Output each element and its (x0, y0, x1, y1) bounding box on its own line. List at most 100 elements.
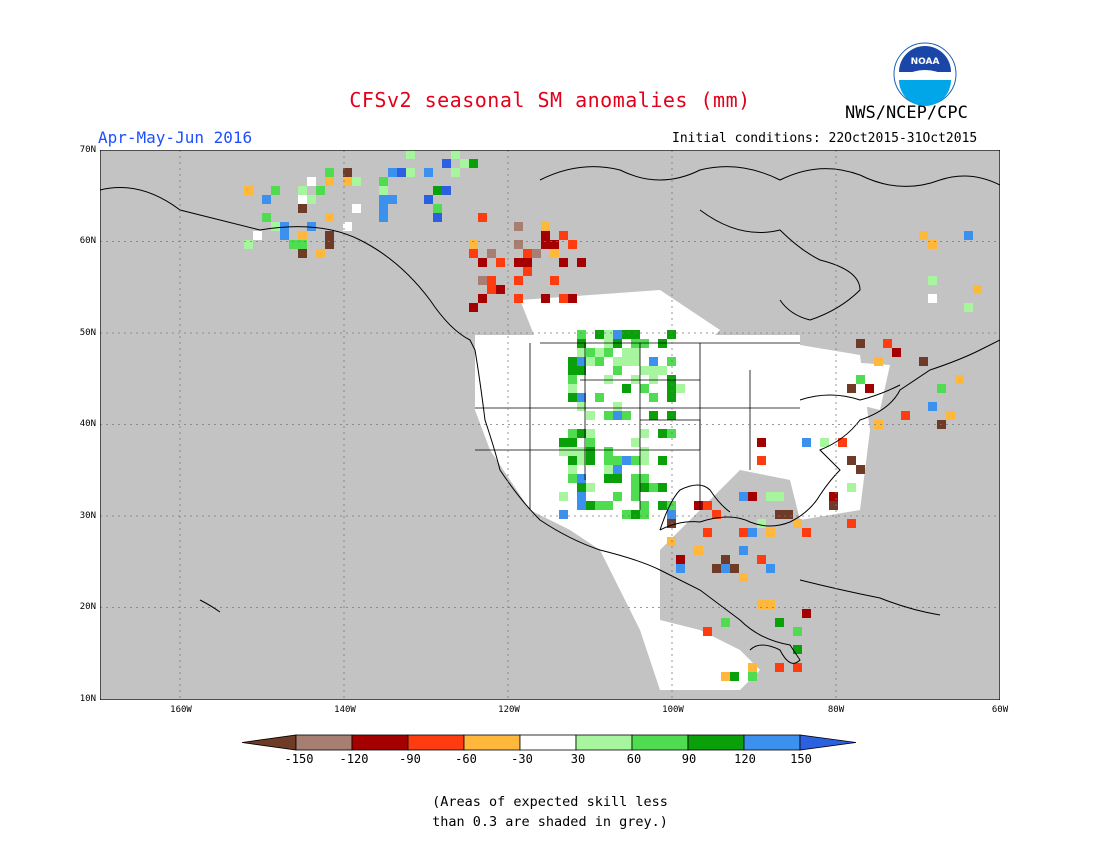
colorbar-segment (687, 734, 745, 751)
anomaly-cell (667, 411, 676, 420)
anomaly-cell (667, 510, 676, 519)
anomaly-cell (325, 231, 334, 240)
anomaly-cell (586, 447, 595, 456)
anomaly-cell (604, 348, 613, 357)
anomaly-cell (478, 213, 487, 222)
anomaly-cell (451, 168, 460, 177)
anomaly-cell (325, 177, 334, 186)
anomaly-cell (703, 627, 712, 636)
anomaly-cell (775, 510, 784, 519)
anomaly-cell (622, 348, 631, 357)
anomaly-cell (469, 303, 478, 312)
anomaly-cell (577, 501, 586, 510)
anomaly-cell (847, 483, 856, 492)
anomaly-cell (721, 618, 730, 627)
anomaly-cell (658, 483, 667, 492)
anomaly-cell (613, 411, 622, 420)
anomaly-cell (586, 438, 595, 447)
anomaly-cell (838, 438, 847, 447)
anomaly-cell (802, 609, 811, 618)
anomaly-cell (919, 357, 928, 366)
anomaly-cell (928, 240, 937, 249)
anomaly-cell (298, 195, 307, 204)
anomaly-cell (496, 285, 505, 294)
anomaly-cell (280, 222, 289, 231)
colorbar-label-m120: -120 (339, 752, 369, 766)
anomaly-cell (793, 627, 802, 636)
anomaly-cell (667, 429, 676, 438)
color-legend (241, 734, 857, 751)
anomaly-cell (379, 195, 388, 204)
anomaly-cell (469, 240, 478, 249)
anomaly-cell (802, 438, 811, 447)
anomaly-cell (829, 492, 838, 501)
anomaly-cell (766, 528, 775, 537)
colorbar-segment (575, 734, 633, 751)
anomaly-cell (298, 249, 307, 258)
anomaly-cell (613, 474, 622, 483)
anomaly-cell (604, 447, 613, 456)
anomaly-cell (343, 222, 352, 231)
anomaly-cell (676, 564, 685, 573)
anomaly-cell (622, 510, 631, 519)
skill-note-line2: than 0.3 are shaded in grey.) (432, 814, 668, 830)
anomaly-cell (550, 276, 559, 285)
skill-note-line1: (Areas of expected skill less (432, 794, 668, 810)
anomaly-cell (514, 258, 523, 267)
anomaly-cell (289, 240, 298, 249)
anomaly-cell (973, 285, 982, 294)
anomaly-cell (928, 402, 937, 411)
anomaly-cell (262, 213, 271, 222)
anomaly-cell (622, 384, 631, 393)
lat-label-30n: 30N (79, 511, 96, 521)
anomaly-cell (622, 411, 631, 420)
anomaly-cell (604, 339, 613, 348)
anomaly-cell (649, 411, 658, 420)
anomaly-cell (406, 168, 415, 177)
anomaly-cell (874, 420, 883, 429)
anomaly-cell (397, 168, 406, 177)
anomaly-cell (352, 177, 361, 186)
anomaly-cell (631, 375, 640, 384)
anomaly-cell (460, 159, 469, 168)
anomaly-map (100, 150, 1000, 700)
anomaly-cell (550, 249, 559, 258)
anomaly-cell (442, 186, 451, 195)
noaa-logo-icon: NOAA (893, 42, 957, 106)
anomaly-cell (262, 195, 271, 204)
anomaly-cell (604, 465, 613, 474)
anomaly-cell (307, 222, 316, 231)
anomaly-cell (730, 672, 739, 681)
colorbar-segment (407, 734, 465, 751)
anomaly-cell (658, 429, 667, 438)
anomaly-cell (631, 330, 640, 339)
anomaly-cell (748, 663, 757, 672)
anomaly-cell (343, 177, 352, 186)
anomaly-cell (739, 528, 748, 537)
anomaly-cell (901, 411, 910, 420)
anomaly-cell (613, 402, 622, 411)
anomaly-cell (316, 249, 325, 258)
anomaly-cell (766, 564, 775, 573)
anomaly-cell (568, 456, 577, 465)
anomaly-cell (577, 474, 586, 483)
anomaly-cell (586, 357, 595, 366)
anomaly-cell (604, 456, 613, 465)
anomaly-cell (523, 249, 532, 258)
anomaly-cell (550, 240, 559, 249)
anomaly-cell (928, 276, 937, 285)
anomaly-cell (532, 249, 541, 258)
anomaly-cell (613, 492, 622, 501)
anomaly-cell (514, 240, 523, 249)
anomaly-cell (541, 231, 550, 240)
colorbar-segment (519, 734, 577, 751)
anomaly-cell (469, 249, 478, 258)
anomaly-cell (298, 231, 307, 240)
anomaly-cell (730, 564, 739, 573)
anomaly-cell (631, 339, 640, 348)
anomaly-cell (631, 456, 640, 465)
anomaly-cell (559, 510, 568, 519)
anomaly-cell (541, 294, 550, 303)
anomaly-cell (595, 348, 604, 357)
anomaly-cell (739, 573, 748, 582)
